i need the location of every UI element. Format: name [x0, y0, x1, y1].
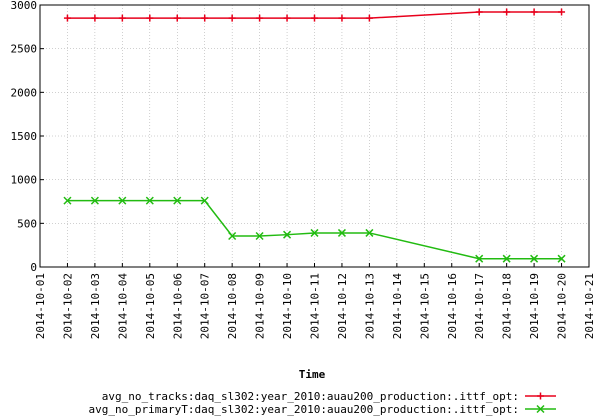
data-point — [63, 14, 71, 22]
y-tick-label: 0 — [30, 261, 37, 274]
x-tick-label: 2014-10-15 — [418, 273, 431, 339]
series-line — [67, 199, 562, 260]
x-tick-label: 2014-10-09 — [254, 273, 267, 339]
y-tick-label: 500 — [17, 217, 37, 230]
data-point — [91, 14, 99, 22]
y-tick-label: 2500 — [11, 43, 38, 56]
y-axis: 0 500 1000 1500 2000 2500 3000 — [11, 0, 44, 274]
data-point — [173, 196, 182, 205]
data-point — [310, 228, 319, 237]
data-point — [256, 14, 264, 22]
data-point — [337, 228, 346, 237]
x-tick-label: 2014-10-04 — [116, 273, 129, 340]
data-point — [365, 14, 373, 22]
legend: avg_no_tracks:daq_sl302:year_2010:auau20… — [89, 390, 556, 416]
data-point — [255, 231, 264, 241]
legend-label: avg_no_tracks:daq_sl302:year_2010:auau20… — [102, 390, 519, 403]
x-tick-label: 2014-10-12 — [336, 273, 349, 339]
data-point — [200, 196, 209, 205]
data-point — [173, 14, 181, 22]
series-layer — [63, 8, 566, 263]
data-point — [557, 254, 566, 263]
x-axis-label: Time — [299, 368, 326, 381]
x-tick-label: 2014-10-01 — [34, 273, 47, 339]
data-point — [283, 230, 292, 239]
y-tick-label: 1000 — [11, 174, 38, 187]
legend-label: avg_no_primaryT:daq_sl302:year_2010:auau… — [89, 403, 519, 416]
data-point — [311, 14, 318, 22]
x-tick-label: 2014-10-06 — [171, 273, 184, 339]
data-point — [228, 231, 237, 241]
data-point — [90, 196, 99, 205]
x-tick-label: 2014-10-05 — [144, 273, 157, 339]
x-tick-label: 2014-10-21 — [583, 273, 596, 339]
x-tick-label: 2014-10-03 — [89, 273, 102, 339]
data-point — [530, 254, 539, 263]
x-axis: 2014-10-01 2014-10-02 2014-10-03 2014-10-04… — [34, 263, 596, 339]
data-point — [503, 8, 511, 16]
data-point — [283, 14, 291, 22]
data-point — [201, 14, 209, 22]
x-tick-label: 2014-10-11 — [309, 273, 322, 339]
x-tick-label: 2014-10-14 — [391, 273, 404, 340]
data-point — [558, 8, 566, 16]
x-tick-label: 2014-10-19 — [528, 273, 541, 339]
x-tick-label: 2014-10-02 — [61, 273, 74, 339]
data-point — [530, 8, 538, 16]
data-point — [536, 404, 545, 414]
grid — [39, 4, 590, 268]
data-point — [118, 14, 126, 22]
data-point — [338, 14, 346, 22]
x-tick-label: 2014-10-16 — [446, 273, 459, 339]
data-point — [502, 254, 511, 263]
data-point — [118, 196, 127, 205]
x-tick-label: 2014-10-17 — [473, 273, 486, 339]
data-point — [475, 254, 484, 263]
data-point — [537, 392, 544, 400]
data-point — [365, 228, 374, 237]
x-tick-label: 2014-10-18 — [501, 273, 514, 339]
data-point — [63, 196, 72, 205]
x-tick-label: 2014-10-08 — [226, 273, 239, 339]
y-tick-label: 3000 — [11, 0, 38, 12]
x-tick-label: 2014-10-20 — [556, 273, 569, 339]
data-point — [475, 8, 483, 16]
x-tick-label: 2014-10-07 — [199, 273, 212, 339]
data-point — [146, 14, 154, 22]
x-tick-label: 2014-10-13 — [363, 273, 376, 339]
x-tick-label: 2014-10-10 — [281, 273, 294, 339]
series-line — [67, 11, 562, 19]
data-point — [228, 14, 236, 22]
data-point — [145, 196, 154, 205]
y-tick-label: 2000 — [11, 86, 38, 99]
y-tick-label: 1500 — [11, 130, 38, 143]
